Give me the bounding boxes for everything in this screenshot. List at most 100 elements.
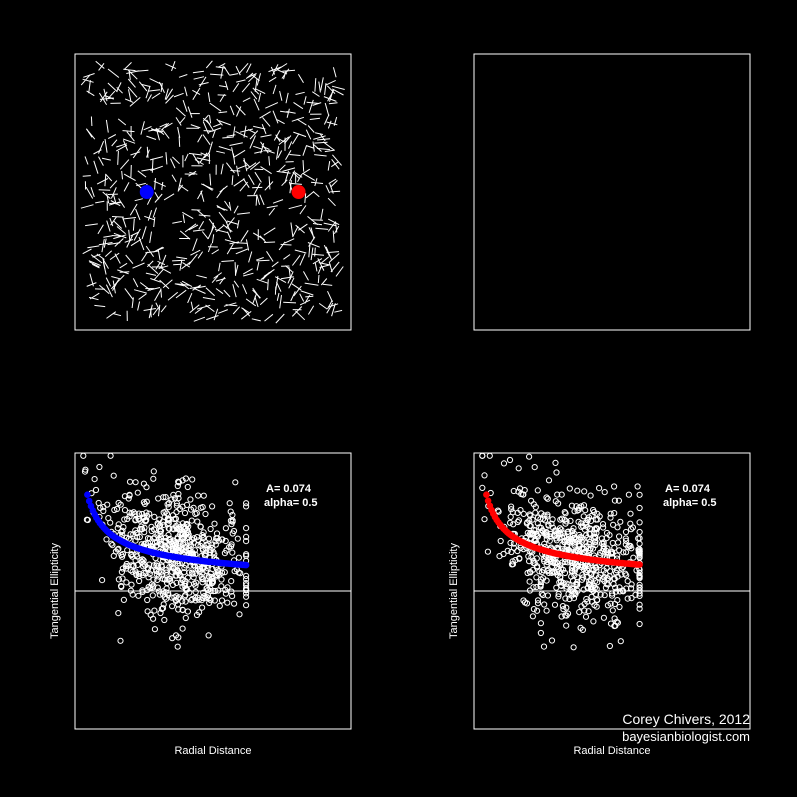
blue-data-point	[125, 535, 132, 542]
red-data-point	[540, 643, 548, 650]
red-data-point	[565, 530, 572, 537]
galaxy-stick	[113, 220, 123, 229]
galaxy-stick	[240, 311, 252, 320]
galaxy-stick	[197, 285, 206, 289]
galaxy-stick	[127, 86, 138, 98]
red-data-point	[516, 485, 524, 492]
red-data-point	[504, 547, 511, 554]
galaxy-stick	[216, 150, 226, 154]
blue-data-point	[243, 503, 250, 510]
red-data-point	[554, 491, 561, 498]
red-data-point	[520, 510, 527, 518]
galaxy-stick	[126, 235, 133, 248]
blue-data-point	[205, 632, 212, 639]
red-data-point	[500, 460, 508, 467]
red-data-point	[636, 605, 643, 612]
galaxy-stick	[233, 178, 245, 187]
galaxy-stick	[281, 179, 288, 187]
blue-data-point	[222, 586, 229, 594]
red-data-point	[606, 642, 614, 650]
red-data-point	[557, 531, 564, 538]
blue-data-point	[149, 592, 156, 599]
red-data-point	[580, 566, 587, 573]
galaxy-stick	[127, 78, 136, 88]
galaxy-stick	[235, 130, 248, 138]
galaxy-stick	[86, 90, 95, 97]
galaxy-stick	[242, 284, 248, 295]
galaxy-stick	[219, 93, 226, 102]
galaxy-stick	[94, 304, 106, 308]
blue-data-point	[151, 626, 158, 633]
blue-data-point	[197, 523, 204, 530]
red-data-point	[636, 491, 643, 498]
galaxy-stick	[198, 82, 209, 86]
galaxy-stick	[292, 171, 300, 180]
red-data-point	[625, 491, 633, 498]
galaxy-stick	[192, 89, 201, 96]
galaxy-stick	[165, 152, 168, 165]
red-data-point	[601, 578, 608, 585]
blue-data-point	[146, 535, 153, 542]
galaxy-stick	[96, 178, 109, 185]
galaxy-stick	[265, 102, 279, 109]
galaxy-stick	[123, 68, 136, 72]
galaxy-stick	[132, 278, 139, 288]
red-data-point	[564, 610, 572, 617]
blue-data-point	[107, 452, 114, 459]
blue-data-point	[171, 495, 178, 502]
red-data-point	[515, 517, 523, 524]
galaxy-stick	[113, 232, 127, 239]
galaxy-stick	[276, 292, 280, 301]
galaxy-stick	[245, 239, 250, 251]
galaxy-stick	[325, 185, 331, 194]
red-data-point	[636, 572, 643, 579]
galaxy-stick	[147, 210, 153, 221]
galaxy-stick	[312, 223, 323, 226]
galaxy-stick	[88, 296, 99, 301]
galaxy-stick	[254, 88, 266, 95]
galaxy-stick	[245, 298, 257, 307]
galaxy-stick	[188, 224, 199, 231]
red-data-point	[484, 548, 491, 555]
galaxy-stick	[266, 205, 278, 209]
galaxy-stick	[140, 121, 145, 135]
blue-data-point	[174, 643, 181, 650]
blue-data-point	[159, 575, 166, 582]
galaxy-stick	[160, 288, 162, 298]
galaxy-stick	[138, 293, 147, 300]
blue-data-point	[138, 525, 145, 533]
blue-x-axis-label: Radial Distance	[174, 745, 251, 757]
galaxy-stick	[208, 141, 213, 155]
red-data-point	[517, 544, 524, 552]
red-data-point	[508, 561, 516, 568]
galaxy-stick	[235, 104, 246, 116]
blue-data-point	[206, 579, 213, 586]
galaxy-stick	[117, 150, 119, 165]
blue-data-point	[162, 543, 170, 550]
red-data-point	[612, 588, 620, 595]
blue-data-point	[169, 547, 177, 554]
galaxy-stick	[247, 174, 255, 186]
galaxy-stick	[146, 260, 154, 268]
red-data-point	[607, 510, 614, 517]
blue-data-point	[172, 515, 179, 522]
galaxy-stick	[285, 92, 289, 104]
galaxy-stick	[260, 134, 272, 138]
galaxy-stick	[145, 245, 155, 257]
galaxy-stick	[98, 242, 113, 246]
galaxy-stick	[254, 78, 258, 92]
galaxy-stick	[318, 302, 328, 310]
galaxy-stick	[107, 90, 116, 100]
galaxy-stick	[119, 262, 128, 269]
galaxy-stick	[130, 231, 140, 237]
blue-data-point	[144, 586, 151, 594]
galaxy-stick	[320, 278, 328, 286]
blue-data-point	[182, 562, 189, 569]
galaxy-stick	[312, 91, 320, 97]
galaxy-stick	[141, 168, 154, 172]
red-data-point	[607, 514, 614, 521]
galaxy-stick	[224, 81, 229, 91]
red-data-point	[529, 613, 537, 620]
blue-data-point	[184, 608, 191, 615]
blue-data-point	[162, 545, 169, 553]
